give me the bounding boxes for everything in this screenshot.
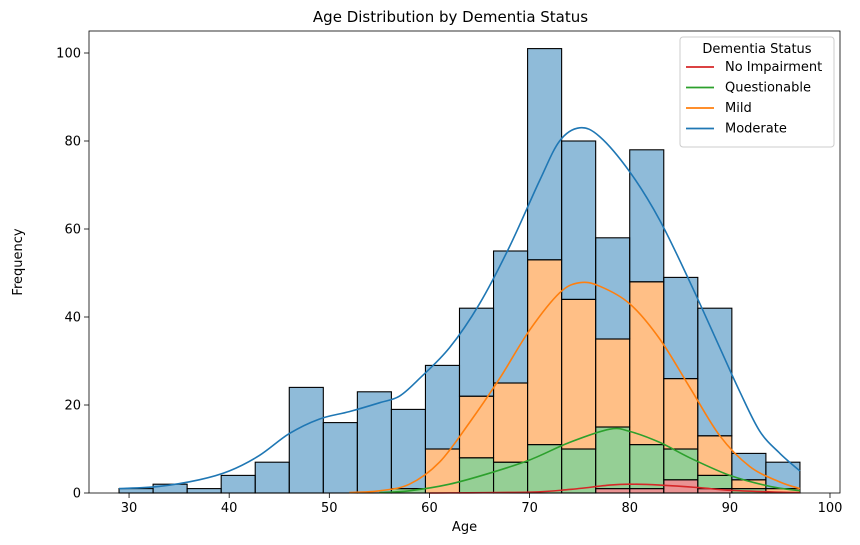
bar-moderate-bin-11 (492, 250, 529, 384)
x-tick-label: 90 (722, 501, 739, 516)
bar-no-impairment-bin-14 (595, 488, 631, 494)
bar-moderate-bin-12 (527, 48, 563, 261)
bar-moderate-bin-10 (458, 307, 495, 397)
bar-moderate-bin-6 (322, 422, 358, 494)
bar-mild-bin-15 (629, 281, 665, 446)
bar-moderate-bin-18 (731, 452, 767, 481)
y-tick-label: 100 (56, 47, 81, 62)
y-axis: 0 20 40 60 80 100 (56, 47, 89, 502)
bar-questionable-bin-17 (697, 474, 733, 490)
x-tick-label: 40 (221, 501, 238, 516)
bar-mild-bin-12 (527, 259, 563, 446)
kde-line-moderate (118, 126, 801, 490)
bar-mild-bin-14 (595, 338, 631, 428)
plot-frame (88, 30, 841, 494)
bar-moderate-bin-9 (424, 364, 461, 450)
x-tick-label: 100 (818, 501, 843, 516)
bar-mild-bin-16 (663, 378, 699, 450)
bar-questionable-bin-14 (595, 426, 631, 490)
legend: Dementia Status No Impairment Questionabl… (679, 36, 835, 148)
chart-title: Age Distribution by Dementia Status (313, 8, 588, 26)
bar-questionable-bin-15 (629, 444, 665, 490)
x-tick-label: 30 (121, 501, 138, 516)
y-tick-label: 80 (64, 135, 81, 150)
x-tick-label: 80 (621, 501, 638, 516)
y-tick-label: 0 (73, 487, 81, 502)
kde-line-questionable (379, 427, 801, 494)
legend-label-questionable: Questionable (725, 81, 811, 96)
bar-moderate-bin-2 (186, 488, 222, 494)
legend-title: Dementia Status (702, 42, 811, 57)
legend-box (679, 36, 835, 148)
legend-label-mild: Mild (725, 101, 752, 116)
bar-moderate-bin-3 (220, 474, 256, 494)
bars-layer (118, 48, 801, 494)
legend-label-no-impairment: No Impairment (725, 60, 822, 75)
kde-layer (118, 126, 801, 494)
y-tick-label: 20 (64, 399, 81, 414)
x-axis: 30 40 50 60 70 80 90 100 (121, 493, 843, 516)
bar-questionable-bin-10 (458, 457, 495, 494)
kde-line-mild (349, 281, 801, 494)
bar-questionable-bin-13 (561, 448, 597, 494)
y-axis-label: Frequency (11, 228, 26, 295)
bar-moderate-bin-16 (663, 276, 699, 380)
kde-line-no-impairment (429, 483, 800, 494)
bar-moderate-bin-17 (697, 307, 733, 437)
bar-moderate-bin-7 (356, 391, 392, 494)
y-tick-label: 60 (64, 223, 81, 238)
bar-questionable-bin-12 (527, 444, 563, 494)
y-tick-label: 40 (64, 311, 81, 326)
legend-label-moderate: Moderate (725, 122, 787, 137)
x-axis-label: Age (452, 520, 477, 535)
bar-moderate-bin-14 (595, 237, 631, 340)
bar-no-impairment-bin-15 (629, 488, 665, 494)
bar-moderate-bin-13 (561, 140, 597, 300)
bar-moderate-bin-8 (390, 408, 426, 490)
x-tick-label: 70 (521, 501, 538, 516)
x-tick-label: 50 (321, 501, 338, 516)
bar-moderate-bin-5 (288, 386, 324, 494)
bar-moderate-bin-4 (254, 461, 290, 494)
x-tick-label: 60 (421, 501, 438, 516)
bar-mild-bin-13 (561, 298, 597, 450)
bar-moderate-bin-0 (118, 488, 154, 494)
bar-moderate-bin-15 (629, 149, 665, 283)
bar-mild-bin-11 (492, 382, 529, 463)
bar-mild-bin-10 (458, 395, 495, 459)
